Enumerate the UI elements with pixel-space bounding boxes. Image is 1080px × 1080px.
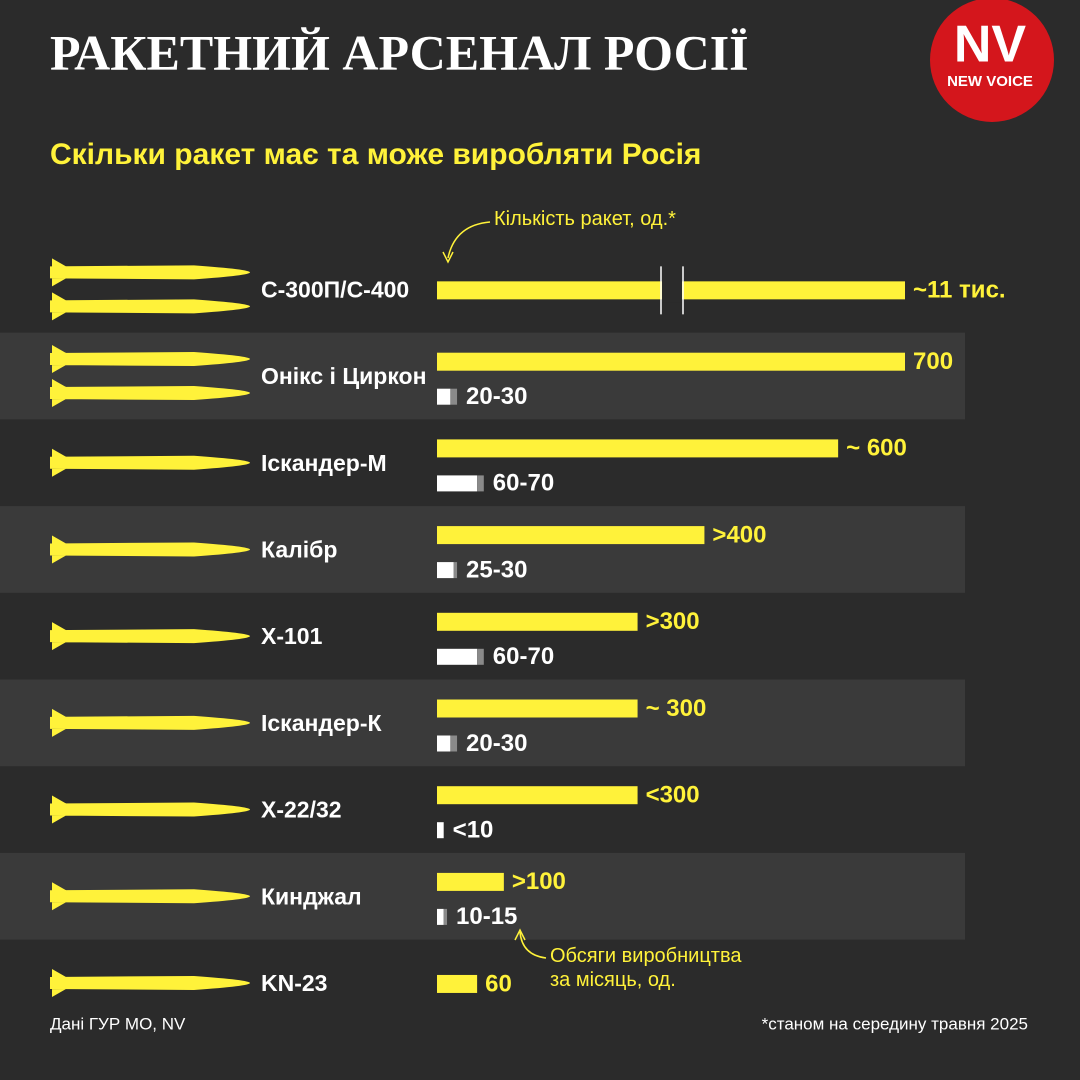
- bar-production-high: [477, 648, 484, 665]
- bar-stock: [437, 872, 504, 891]
- category-label: Онікс і Циркон: [261, 363, 426, 389]
- value-label: 700: [913, 348, 953, 375]
- bar-stock: [437, 612, 638, 631]
- value-label: <300: [646, 782, 700, 809]
- missile-icon: [50, 379, 250, 408]
- value-label: >400: [712, 521, 766, 548]
- value-label: 20-30: [466, 383, 527, 410]
- bar-production-low: [437, 562, 454, 579]
- logo-subtext: NEW VOICE: [947, 73, 1033, 90]
- category-label: Калібр: [261, 537, 337, 563]
- missile-icon: [50, 708, 250, 737]
- logo-text: NV: [954, 16, 1027, 74]
- annotation-arrow: [519, 931, 547, 959]
- missile-icon: [50, 258, 250, 287]
- value-label: 25-30: [466, 556, 527, 583]
- bar-production-low: [437, 908, 444, 925]
- legend-stock: Кількість ракет, од.*: [494, 208, 676, 230]
- value-label: 10-15: [456, 903, 517, 930]
- bar-production-high: [477, 475, 484, 492]
- category-label: Іскандер-М: [261, 450, 387, 476]
- logo-circle: [930, 0, 1054, 122]
- missile-icon: [50, 622, 250, 651]
- missile-icon: [50, 882, 250, 911]
- legend-production: Обсяги виробництва за місяць, од.: [550, 945, 742, 991]
- missile-icon: [50, 968, 250, 997]
- row-stripe: [0, 332, 965, 420]
- category-label: Х-101: [261, 623, 323, 649]
- bar-stock: [437, 352, 905, 371]
- axis-break-gap: [662, 278, 682, 303]
- value-label: ~11 тис.: [913, 277, 1006, 304]
- bar-production-low: [437, 735, 451, 752]
- missile-icon: [50, 535, 250, 564]
- category-label: Іскандер-К: [261, 710, 382, 736]
- category-label: Х-22/32: [261, 797, 342, 823]
- value-label: >300: [646, 608, 700, 635]
- bar-production-low: [437, 475, 478, 492]
- bar-stock: [437, 974, 478, 993]
- chart-title: РАКЕТНИЙ АРСЕНАЛ РОСІЇ: [50, 24, 749, 80]
- bar-stock: [437, 786, 638, 805]
- bar-stock: [437, 439, 839, 458]
- missile-icon: [50, 448, 250, 477]
- category-label: Кинджал: [261, 883, 362, 909]
- value-label: 60-70: [493, 643, 554, 670]
- bar-production-low: [437, 648, 478, 665]
- bar-production-high: [443, 908, 448, 925]
- bar-production-high: [450, 735, 458, 752]
- annotation-arrow: [447, 221, 491, 259]
- value-label: 60: [485, 970, 512, 997]
- missile-icon: [50, 795, 250, 824]
- value-label: 20-30: [466, 730, 527, 757]
- missile-icon: [50, 345, 250, 374]
- value-label: ~ 300: [646, 695, 707, 722]
- annotation-arrow-head: [442, 251, 454, 264]
- value-label: 60-70: [493, 470, 554, 497]
- value-label: >100: [512, 868, 566, 895]
- bar-production-high: [453, 562, 458, 579]
- category-label: KN-23: [261, 970, 327, 996]
- value-label: ~ 600: [846, 435, 907, 462]
- source: Дані ГУР МО, NV: [50, 1014, 186, 1033]
- bar-production-high: [450, 388, 458, 405]
- value-label: <10: [453, 817, 494, 844]
- missile-icon: [50, 292, 250, 321]
- bar-stock: [437, 526, 705, 545]
- footnote: *станом на середину травня 2025: [762, 1014, 1028, 1033]
- bar-production-low: [437, 388, 451, 405]
- category-label: С-300П/С-400: [261, 276, 409, 302]
- bar-stock: [437, 699, 638, 718]
- bar-production: [437, 822, 444, 839]
- annotation-arrow-head: [514, 928, 526, 941]
- chart-subtitle: Скільки ракет має та може виробляти Росі…: [50, 138, 701, 171]
